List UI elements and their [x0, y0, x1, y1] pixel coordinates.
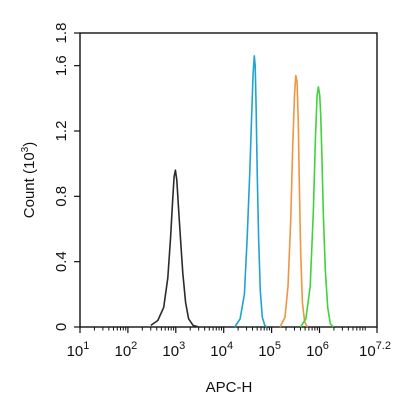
y-tick-label: 1.8: [53, 23, 70, 44]
x-tick-label: 101: [67, 340, 90, 360]
y-axis-ticks: 0 0.4 0.8 1.2 1.6 1.8: [53, 23, 80, 331]
x-axis-ticks: 101 102 103 104 105 106 107.2: [67, 327, 391, 360]
y-tick-label: 1.6: [53, 55, 70, 76]
x-tick-label: 106: [306, 340, 329, 360]
y-tick-label: 0.8: [53, 186, 70, 207]
x-tick-label: 102: [114, 340, 137, 360]
x-axis-label: APC-H: [206, 379, 253, 396]
x-tick-label: 103: [162, 340, 185, 360]
y-tick-label: 1.2: [53, 121, 70, 142]
series-line: [299, 86, 334, 328]
y-tick-label: 0.4: [53, 251, 70, 272]
plot-frame: [79, 32, 378, 328]
y-tick-label: 0: [53, 323, 70, 331]
x-tick-label: 104: [210, 340, 233, 360]
series-line: [279, 74, 309, 328]
x-tick-label: 105: [258, 340, 281, 360]
series-line: [150, 169, 199, 328]
x-tick-label: 107.2: [359, 340, 391, 360]
y-axis-label: Count (103): [20, 142, 38, 218]
series-layer: [150, 55, 334, 328]
series-line: [234, 55, 268, 328]
